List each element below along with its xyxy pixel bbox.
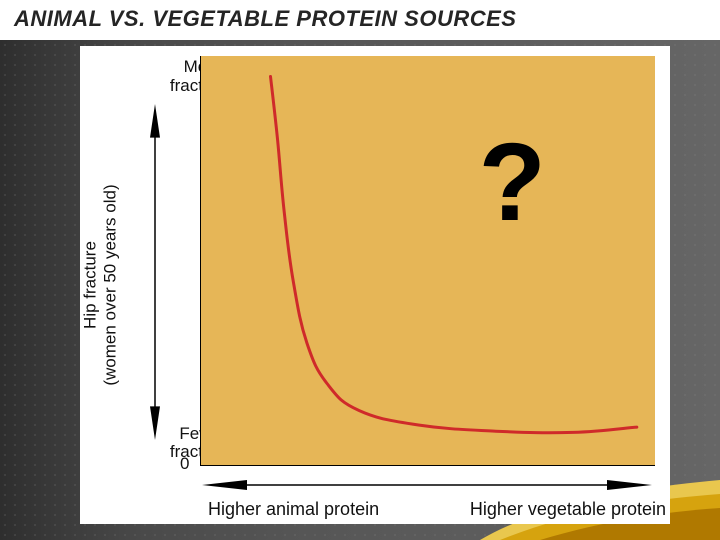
- curve-svg: [200, 56, 655, 466]
- y-axis-label: Hip fracture (women over 50 years old): [80, 135, 119, 435]
- x-left-endpoint-label: Higher animal protein: [208, 499, 379, 520]
- title-bar: ANIMAL VS. VEGETABLE PROTEIN SOURCES: [0, 0, 720, 40]
- y-axis-label-sub: (women over 50 years old): [100, 135, 120, 435]
- y-axis-label-main: Hip fracture: [80, 241, 99, 329]
- origin-zero-label: 0: [180, 454, 189, 474]
- slide-title: ANIMAL VS. VEGETABLE PROTEIN SOURCES: [14, 6, 706, 32]
- question-mark: ?: [479, 119, 546, 246]
- x-axis-double-arrow: [202, 478, 652, 492]
- x-right-endpoint-label: Higher vegetable protein: [470, 499, 666, 520]
- data-curve: [271, 77, 637, 433]
- y-axis-double-arrow: [148, 104, 162, 440]
- chart-panel: Hip fracture (women over 50 years old) M…: [80, 46, 670, 524]
- plot-area: 0 ?: [200, 56, 655, 466]
